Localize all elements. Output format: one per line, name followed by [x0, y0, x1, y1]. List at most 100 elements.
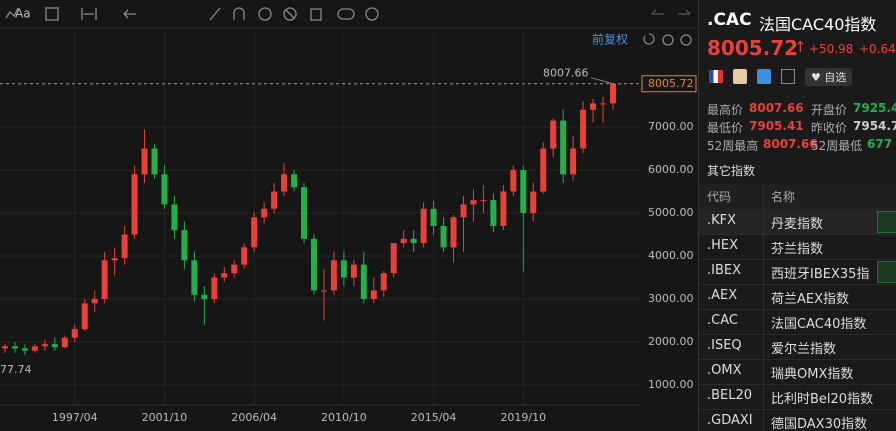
x-tick-label: 2006/04 — [231, 411, 277, 424]
candle-body — [580, 109, 587, 149]
code-cell: .CAC — [707, 313, 738, 328]
icon[interactable] — [757, 69, 771, 84]
candle-body — [380, 273, 387, 291]
y-tick-label: 7000.00 — [648, 120, 694, 133]
icon[interactable] — [781, 69, 795, 84]
candle-body — [550, 120, 557, 149]
watch-button[interactable]: ♥ 自选 — [805, 68, 853, 86]
candle-body — [71, 329, 78, 338]
candle-body — [231, 264, 238, 274]
price: 8005.72 — [707, 36, 799, 60]
table-row[interactable]: .ISEQ 爱尔兰指数 — [699, 334, 896, 360]
change-pct: +0.64% — [859, 42, 896, 56]
stat-label: 52周最高 — [707, 139, 759, 153]
candle-body — [310, 238, 317, 291]
code-cell: .IBEX — [707, 263, 742, 278]
candle-body — [291, 174, 298, 188]
candle-body — [141, 148, 148, 175]
code-cell: .BEL20 — [707, 388, 753, 403]
candle-body — [271, 191, 278, 209]
candle-body — [161, 174, 168, 205]
high-annotation-line — [590, 77, 614, 85]
y-tick-label: 1000.00 — [648, 378, 694, 391]
candle-body — [610, 83, 616, 104]
toolbar-label: Aa — [15, 7, 31, 21]
candle-body — [301, 187, 308, 239]
name-cell: 西班牙IBEX35指 — [771, 267, 870, 282]
candle-body — [201, 294, 208, 300]
candle-body — [151, 148, 158, 175]
table-header: 代码 名称 — [699, 184, 896, 210]
candle-body — [281, 174, 288, 192]
x-tick-label: 2010/10 — [321, 411, 367, 424]
candle-body — [61, 337, 68, 348]
x-tick-label: 2015/04 — [411, 411, 457, 424]
candle-body — [430, 208, 437, 226]
candle-body — [251, 217, 258, 248]
toolbar-icons — [5, 7, 692, 46]
y-tick-label: 5000.00 — [648, 206, 694, 219]
candle-body — [460, 204, 467, 218]
candle-body — [530, 191, 537, 214]
candle-body — [2, 346, 8, 349]
code-cell: .KFX — [707, 213, 737, 228]
table-row[interactable]: .KFX 丹麦指数 — [699, 209, 896, 235]
symbol: .CAC — [707, 10, 752, 30]
icon[interactable] — [733, 69, 747, 84]
quote-panel: .CAC 法国CAC40指数 8005.72 ↑ +50.98 +0.64% ♥… — [698, 0, 896, 431]
section-title: 其它指数 — [707, 164, 756, 178]
high-annotation: 8007.66 — [543, 67, 589, 80]
candle-body — [590, 103, 597, 110]
table-row[interactable]: .BEL20 比利时Bel20指数 — [699, 384, 896, 410]
table-row[interactable]: .HEX 芬兰指数 — [699, 234, 896, 260]
code-cell: .AEX — [707, 288, 738, 303]
name-cell: 瑞典OMX指数 — [771, 367, 854, 382]
candle-body — [191, 260, 198, 295]
column-divider — [763, 184, 764, 431]
x-tick-label: 2001/10 — [142, 411, 188, 424]
low-annotation: 77.74 — [0, 363, 32, 376]
candle-body — [21, 348, 28, 351]
code-cell: .GDAXI — [707, 413, 753, 428]
candle-body — [101, 260, 108, 300]
candle-body — [470, 200, 477, 205]
candle-body — [330, 260, 337, 291]
header-cell: 名称 — [771, 190, 796, 204]
candle-body — [450, 217, 457, 248]
y-tick-label: 4000.00 — [648, 249, 694, 262]
candle-body — [51, 344, 58, 348]
stat-value: 7954.7 — [853, 119, 896, 133]
change: +50.98 — [809, 42, 854, 56]
candle-body — [91, 299, 98, 304]
flag-icon — [709, 70, 723, 83]
table-row[interactable]: .IBEX 西班牙IBEX35指 — [699, 259, 896, 285]
candle-body — [480, 200, 487, 202]
candle-body — [560, 120, 567, 175]
table-row[interactable]: .CAC 法国CAC40指数 — [699, 309, 896, 335]
table-row[interactable]: .AEX 荷兰AEX指数 — [699, 284, 896, 310]
candle-body — [131, 174, 138, 235]
name-cell: 芬兰指数 — [771, 242, 824, 257]
candle-body — [520, 170, 527, 214]
y-tick-label: 3000.00 — [648, 292, 694, 305]
stat-label: 昨收价 — [811, 121, 848, 135]
table-row[interactable]: .OMX 瑞典OMX指数 — [699, 359, 896, 385]
price-tag — [641, 75, 697, 93]
candle-body — [490, 200, 497, 226]
candle-body — [340, 260, 347, 278]
candle-body — [570, 148, 577, 175]
name-cell: 德国DAX30指数 — [771, 417, 868, 431]
candle-body — [320, 290, 327, 292]
stat-label: 52周最低 — [811, 139, 863, 153]
stat-label: 开盘价 — [811, 103, 848, 117]
y-tick-label: 2000.00 — [648, 335, 694, 348]
price-tag-label: 8005.72 — [648, 77, 694, 90]
stat-label: 最低价 — [707, 121, 744, 135]
code-cell: .HEX — [707, 238, 739, 253]
candle-body — [121, 234, 128, 259]
sparkline-box — [877, 261, 896, 283]
table-row[interactable]: .GDAXI 德国DAX30指数 — [699, 409, 896, 431]
candle-body — [440, 225, 447, 248]
candle-body — [500, 191, 507, 226]
adjust-button[interactable]: 前复权 — [592, 32, 628, 47]
